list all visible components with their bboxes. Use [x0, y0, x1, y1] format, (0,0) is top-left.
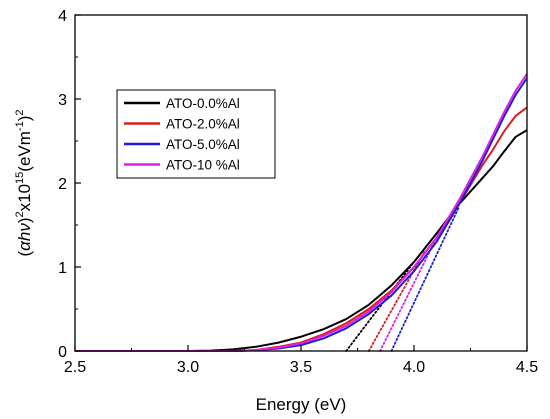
x-tick-label-0: 2.5	[64, 359, 86, 376]
y-axis-title: (αhν)2x1015(eVm-1)2	[14, 109, 34, 256]
series-line-ato-0-0-al	[75, 129, 528, 352]
x-axis-title: Energy (eV)	[256, 395, 347, 414]
tangent-lines	[345, 205, 461, 352]
legend-label-ato-0-0-al: ATO-0.0%Al	[166, 96, 240, 111]
y-tick-label-4: 4	[58, 8, 67, 25]
legend-label-ato-2-0-al: ATO-2.0%Al	[166, 117, 240, 132]
legend-label-ato-10-al: ATO-10 %Al	[166, 158, 240, 173]
y-title-nu: ν	[15, 223, 34, 232]
legend-label-ato-5-0-al: ATO-5.0%Al	[166, 137, 240, 152]
y-title-alpha: α	[15, 240, 34, 251]
x-axis-ticks: 2.5 3.0 3.5 4.0 4.5	[64, 345, 538, 376]
series-line-ato-10-al	[75, 73, 528, 352]
series-lines	[75, 73, 528, 352]
tangent-ato-10-al	[379, 236, 438, 352]
tangent-ato-5-0-al	[390, 205, 461, 352]
y-tick-label-3: 3	[58, 92, 67, 109]
y-title-paren-open: (	[15, 251, 34, 257]
x-tick-label-2: 3.5	[290, 359, 312, 376]
tangent-ato-2-0-al	[367, 249, 427, 352]
y-tick-label-1: 1	[58, 260, 67, 277]
y-tick-label-0: 0	[58, 344, 67, 361]
plot-background	[75, 15, 527, 351]
x-tick-label-3: 4.0	[403, 359, 425, 376]
y-title-units-open: (eVm	[15, 131, 34, 172]
x-tick-label-4: 4.5	[516, 359, 538, 376]
x-tick-label-1: 3.0	[177, 359, 199, 376]
y-axis-ticks: 0 1 2 3 4	[58, 8, 81, 361]
y-title-exp-neg1: -1	[14, 121, 26, 131]
legend: ATO-0.0%Al ATO-2.0%Al ATO-5.0%Al ATO-10 %Al	[116, 89, 276, 179]
y-title-exp15: 15	[14, 172, 26, 184]
y-title-times: x10	[15, 184, 34, 211]
tangent-ato-0-0-al	[345, 261, 415, 352]
y-tick-label-2: 2	[58, 176, 67, 193]
y-title-exp2: 2	[14, 211, 26, 217]
y-title-units-close: )	[15, 116, 34, 122]
y-title-paren-close: )	[15, 217, 34, 223]
y-title-exp-outer: 2	[14, 109, 26, 115]
y-title-h: h	[15, 232, 34, 241]
svg-text:(αhν)2x1015(eVm-1)2: (αhν)2x1015(eVm-1)2	[14, 109, 34, 256]
